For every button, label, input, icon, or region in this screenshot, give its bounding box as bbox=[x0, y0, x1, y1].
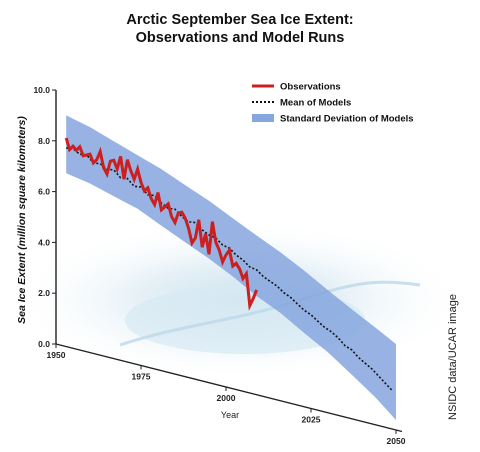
y-tick-label: 6.0 bbox=[38, 187, 50, 197]
chart-title-line-1: Arctic September Sea Ice Extent: bbox=[126, 12, 354, 28]
y-tick-label: 0.0 bbox=[38, 339, 50, 349]
observations-line bbox=[64, 137, 258, 311]
x-axis-line bbox=[55, 343, 403, 433]
legend-label-observations: Observations bbox=[280, 82, 341, 93]
x-axis-label: Year bbox=[221, 410, 239, 420]
x-tick-label: 1950 bbox=[47, 350, 66, 360]
x-tick-label: 2050 bbox=[387, 436, 406, 446]
legend-label-mean: Mean of Models bbox=[280, 98, 351, 109]
chart-title-line-2: Observations and Model Runs bbox=[135, 30, 345, 46]
y-axis-label: Sea Ice Extent (million square kilometer… bbox=[16, 116, 28, 324]
legend-label-std-band: Standard Deviation of Models bbox=[280, 114, 414, 125]
y-tick-label: 8.0 bbox=[38, 136, 50, 146]
x-tick-label: 2025 bbox=[302, 415, 321, 425]
y-tick-label: 2.0 bbox=[38, 288, 50, 298]
y-tick-label: 10.0 bbox=[33, 85, 50, 95]
x-tick-label: 2000 bbox=[217, 393, 236, 403]
y-tick-label: 4.0 bbox=[38, 237, 50, 247]
legend-swatch-std-band bbox=[252, 114, 274, 122]
x-tick-label: 1975 bbox=[132, 372, 151, 382]
